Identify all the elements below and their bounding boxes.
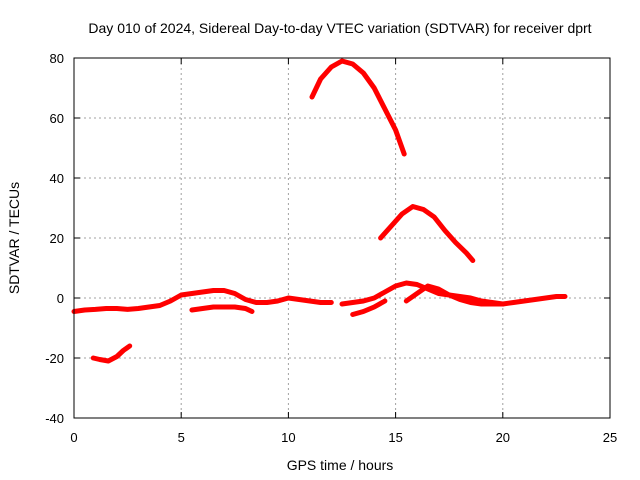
series-line-arc-4	[309, 58, 407, 157]
y-tick-label: -20	[45, 351, 64, 366]
x-tick-label: 0	[70, 430, 77, 445]
x-tick-label: 5	[178, 430, 185, 445]
x-tick-label: 20	[496, 430, 510, 445]
plot-frame	[73, 57, 611, 419]
series-group	[71, 58, 568, 364]
y-tick-label: 80	[50, 51, 64, 66]
y-tick-label: 40	[50, 171, 64, 186]
x-tick-label: 15	[388, 430, 402, 445]
series-line-arc-3	[90, 343, 133, 364]
series-line-arc-1	[71, 288, 334, 314]
y-tick-label: -40	[45, 411, 64, 426]
series-line-arc-8	[350, 298, 388, 317]
series-line-arc-7	[403, 283, 568, 307]
series-line-arc-6	[339, 280, 506, 307]
y-tick-label: 0	[57, 291, 64, 306]
y-axis-label: SDTVAR / TECUs	[6, 182, 22, 294]
y-tick-label: 60	[50, 111, 64, 126]
y-tick-label: 20	[50, 231, 64, 246]
x-tick-label: 25	[603, 430, 617, 445]
chart-title: Day 010 of 2024, Sidereal Day-to-day VTE…	[88, 20, 591, 36]
series-line-arc-5	[378, 204, 476, 263]
series-line-arc-2	[189, 304, 255, 314]
x-tick-label: 10	[281, 430, 295, 445]
x-axis-label: GPS time / hours	[287, 457, 394, 473]
axis-ticks: 0 5 10 15 20 25 -40 -20 0 20 40 60 80	[45, 51, 617, 445]
grid	[74, 58, 610, 418]
